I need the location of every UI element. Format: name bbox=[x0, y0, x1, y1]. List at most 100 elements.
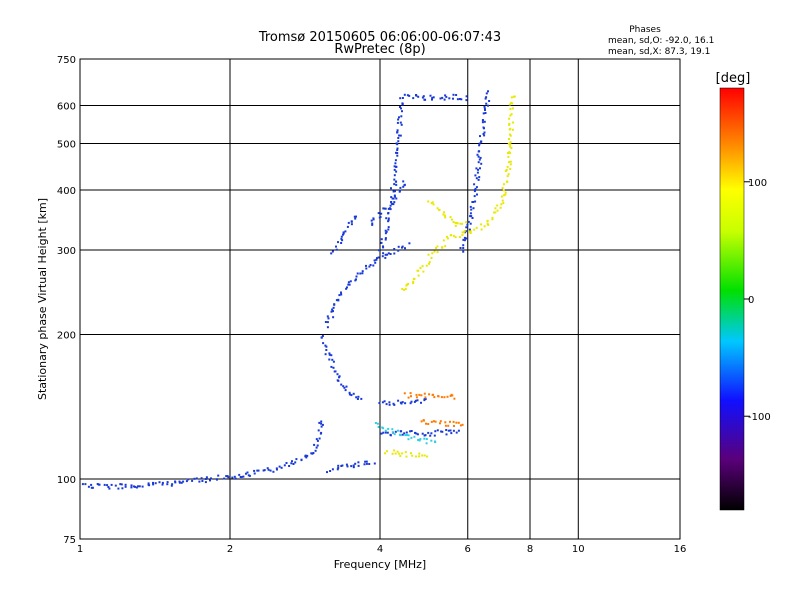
data-point bbox=[472, 207, 475, 210]
phase-stats-title: Phases bbox=[629, 25, 661, 35]
data-point bbox=[428, 393, 431, 396]
data-point bbox=[342, 232, 345, 235]
data-point bbox=[217, 474, 220, 477]
data-point bbox=[454, 236, 457, 239]
data-point bbox=[415, 432, 418, 435]
data-point bbox=[502, 189, 505, 192]
data-point bbox=[387, 226, 390, 229]
data-point bbox=[484, 112, 487, 114]
y-tick-label: 600 bbox=[57, 102, 76, 113]
data-point bbox=[429, 94, 432, 97]
data-point bbox=[469, 205, 472, 208]
data-point bbox=[253, 469, 256, 472]
data-point bbox=[134, 485, 136, 488]
data-point bbox=[360, 397, 363, 400]
data-point bbox=[345, 385, 348, 388]
data-point bbox=[425, 264, 428, 267]
data-point bbox=[456, 98, 459, 101]
data-point bbox=[428, 262, 430, 265]
data-point bbox=[178, 480, 181, 483]
data-point bbox=[409, 430, 412, 433]
data-point bbox=[398, 452, 401, 455]
data-point bbox=[300, 458, 303, 461]
x-tick-label: 10 bbox=[572, 544, 585, 555]
data-point bbox=[421, 96, 424, 99]
data-point bbox=[432, 96, 435, 99]
data-point bbox=[501, 187, 504, 189]
data-point bbox=[439, 422, 441, 425]
data-point bbox=[399, 401, 402, 404]
data-point bbox=[396, 147, 399, 150]
data-point bbox=[462, 231, 465, 234]
data-point bbox=[510, 101, 513, 104]
data-point bbox=[395, 142, 398, 145]
data-point bbox=[410, 395, 412, 398]
data-point bbox=[141, 485, 144, 488]
data-point bbox=[328, 352, 331, 355]
data-point bbox=[463, 236, 466, 239]
data-point bbox=[380, 241, 383, 244]
data-point bbox=[114, 484, 117, 487]
data-point bbox=[508, 123, 511, 126]
data-point bbox=[423, 437, 426, 440]
data-point bbox=[400, 430, 403, 433]
data-point bbox=[341, 239, 344, 242]
data-point bbox=[418, 455, 421, 458]
data-point bbox=[357, 395, 360, 398]
data-point bbox=[401, 103, 404, 106]
data-point bbox=[233, 475, 236, 478]
data-point bbox=[413, 435, 416, 438]
data-point bbox=[152, 481, 154, 484]
data-point bbox=[487, 104, 489, 107]
data-point bbox=[182, 480, 185, 483]
data-point bbox=[436, 251, 439, 254]
data-point bbox=[475, 226, 478, 229]
data-point bbox=[510, 147, 513, 150]
data-point bbox=[331, 250, 334, 253]
data-point bbox=[449, 234, 452, 237]
data-point bbox=[124, 483, 127, 486]
x-tick-label: 16 bbox=[674, 544, 687, 555]
data-point bbox=[161, 481, 164, 484]
data-point bbox=[401, 110, 403, 113]
data-point bbox=[484, 97, 487, 100]
data-point bbox=[417, 274, 420, 277]
data-point bbox=[459, 98, 461, 100]
data-point bbox=[437, 395, 440, 398]
data-point bbox=[387, 217, 390, 220]
data-point bbox=[121, 487, 124, 490]
data-point bbox=[469, 230, 472, 233]
data-point bbox=[283, 464, 286, 467]
data-point bbox=[478, 142, 481, 145]
data-point bbox=[461, 234, 464, 236]
data-point bbox=[421, 454, 424, 457]
data-point bbox=[465, 237, 468, 240]
data-point bbox=[393, 201, 396, 204]
data-point bbox=[393, 252, 396, 255]
data-point bbox=[478, 150, 481, 153]
phase-stats-o: mean, sd,O: -92.0, 16.1 bbox=[608, 36, 714, 46]
data-point bbox=[421, 265, 424, 268]
data-point bbox=[385, 217, 388, 220]
data-point bbox=[415, 396, 418, 399]
data-point bbox=[355, 278, 357, 281]
data-point bbox=[344, 230, 347, 233]
data-point bbox=[486, 220, 489, 223]
data-point bbox=[455, 94, 458, 96]
data-point bbox=[345, 463, 348, 466]
data-point bbox=[439, 420, 442, 423]
data-point bbox=[404, 434, 407, 437]
data-point bbox=[403, 93, 406, 96]
data-point bbox=[386, 253, 389, 256]
data-point bbox=[292, 463, 295, 465]
data-point bbox=[509, 152, 512, 155]
data-point bbox=[474, 189, 476, 192]
data-point bbox=[445, 95, 448, 98]
data-point bbox=[337, 464, 340, 467]
data-point bbox=[447, 424, 450, 427]
data-point bbox=[427, 423, 430, 425]
data-point bbox=[450, 393, 453, 396]
data-point bbox=[328, 353, 331, 356]
data-point bbox=[425, 422, 427, 425]
data-point bbox=[380, 432, 383, 435]
